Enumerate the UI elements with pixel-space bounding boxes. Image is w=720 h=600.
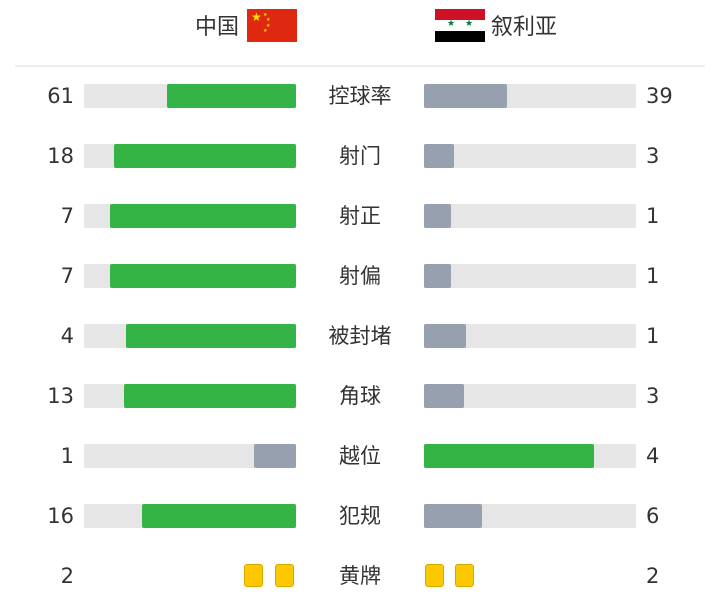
- home-bar-track: [84, 504, 296, 528]
- stat-row: 1 越位 4: [0, 444, 720, 468]
- away-value: 1: [646, 264, 660, 288]
- yellow-card-icon: [275, 564, 294, 587]
- stat-row: 13 角球 3: [0, 384, 720, 408]
- away-bar-fill: [424, 84, 507, 108]
- away-bar-track: [424, 264, 636, 288]
- away-bar-track: [424, 444, 636, 468]
- china-flag-icon: ★ ★ ★ ★ ★: [247, 8, 298, 42]
- stat-label: 犯规: [339, 504, 381, 528]
- away-value: 6: [646, 504, 660, 528]
- stat-label: 射偏: [339, 264, 381, 288]
- yellow-card-icon: [425, 564, 444, 587]
- stat-label: 黄牌: [339, 564, 381, 588]
- away-value: 3: [646, 144, 660, 168]
- home-bar-track: [84, 204, 296, 228]
- away-team: ★ ★ 叙利亚: [435, 8, 557, 42]
- home-value: 7: [60, 264, 74, 288]
- stat-row: 18 射门 3: [0, 144, 720, 168]
- away-bar-track: [424, 504, 636, 528]
- away-value: 1: [646, 204, 660, 228]
- home-value: 1: [60, 444, 74, 468]
- home-bar-track: [84, 444, 296, 468]
- home-yellow-cards: 2: [60, 564, 74, 588]
- yellow-card-icon: [244, 564, 263, 587]
- syria-flag-icon: ★ ★: [435, 8, 485, 42]
- away-bar-fill: [424, 384, 464, 408]
- home-bar-fill: [254, 444, 296, 468]
- yellow-card-icon: [455, 564, 474, 587]
- stat-label: 射正: [339, 204, 381, 228]
- stat-label: 被封堵: [328, 324, 392, 348]
- home-bar-track: [84, 384, 296, 408]
- stat-row: 7 射偏 1: [0, 264, 720, 288]
- home-team: 中国 ★ ★ ★ ★ ★: [195, 8, 298, 42]
- home-value: 13: [47, 384, 74, 408]
- away-bar-fill: [424, 264, 451, 288]
- home-bar-fill: [142, 504, 296, 528]
- away-bar-track: [424, 84, 636, 108]
- home-team-name: 中国: [195, 15, 240, 40]
- home-bar-fill: [110, 264, 296, 288]
- home-bar-track: [84, 84, 296, 108]
- away-bar-track: [424, 204, 636, 228]
- home-value: 18: [47, 144, 74, 168]
- home-bar-track: [84, 144, 296, 168]
- home-value: 7: [60, 204, 74, 228]
- stat-row: 61 控球率 39: [0, 84, 720, 108]
- home-value: 61: [47, 84, 74, 108]
- away-bar-fill: [424, 204, 451, 228]
- away-yellow-cards: 2: [646, 564, 660, 588]
- home-value: 16: [47, 504, 74, 528]
- stat-label: 角球: [339, 384, 381, 408]
- stat-row-yellow-cards: 2 黄牌 2: [0, 564, 720, 588]
- stat-label: 越位: [339, 444, 381, 468]
- away-team-name: 叙利亚: [491, 15, 558, 40]
- home-bar-fill: [167, 84, 296, 108]
- home-bar-fill: [126, 324, 296, 348]
- away-bar-track: [424, 144, 636, 168]
- away-value: 3: [646, 384, 660, 408]
- away-bar-fill: [424, 324, 466, 348]
- away-bar-fill: [424, 144, 454, 168]
- header-divider: [15, 65, 705, 67]
- stat-row: 7 射正 1: [0, 204, 720, 228]
- stat-row: 16 犯规 6: [0, 504, 720, 528]
- home-bar-track: [84, 264, 296, 288]
- away-value: 39: [646, 84, 673, 108]
- away-value: 4: [646, 444, 660, 468]
- away-bar-fill: [424, 504, 482, 528]
- home-bar-fill: [124, 384, 296, 408]
- away-bar-fill: [424, 444, 594, 468]
- home-value: 4: [60, 324, 74, 348]
- stat-row: 4 被封堵 1: [0, 324, 720, 348]
- home-bar-track: [84, 324, 296, 348]
- home-bar-fill: [110, 204, 296, 228]
- away-value: 1: [646, 324, 660, 348]
- away-bar-track: [424, 324, 636, 348]
- stat-label: 射门: [339, 144, 381, 168]
- away-bar-track: [424, 384, 636, 408]
- home-bar-fill: [114, 144, 296, 168]
- stat-label: 控球率: [328, 84, 392, 108]
